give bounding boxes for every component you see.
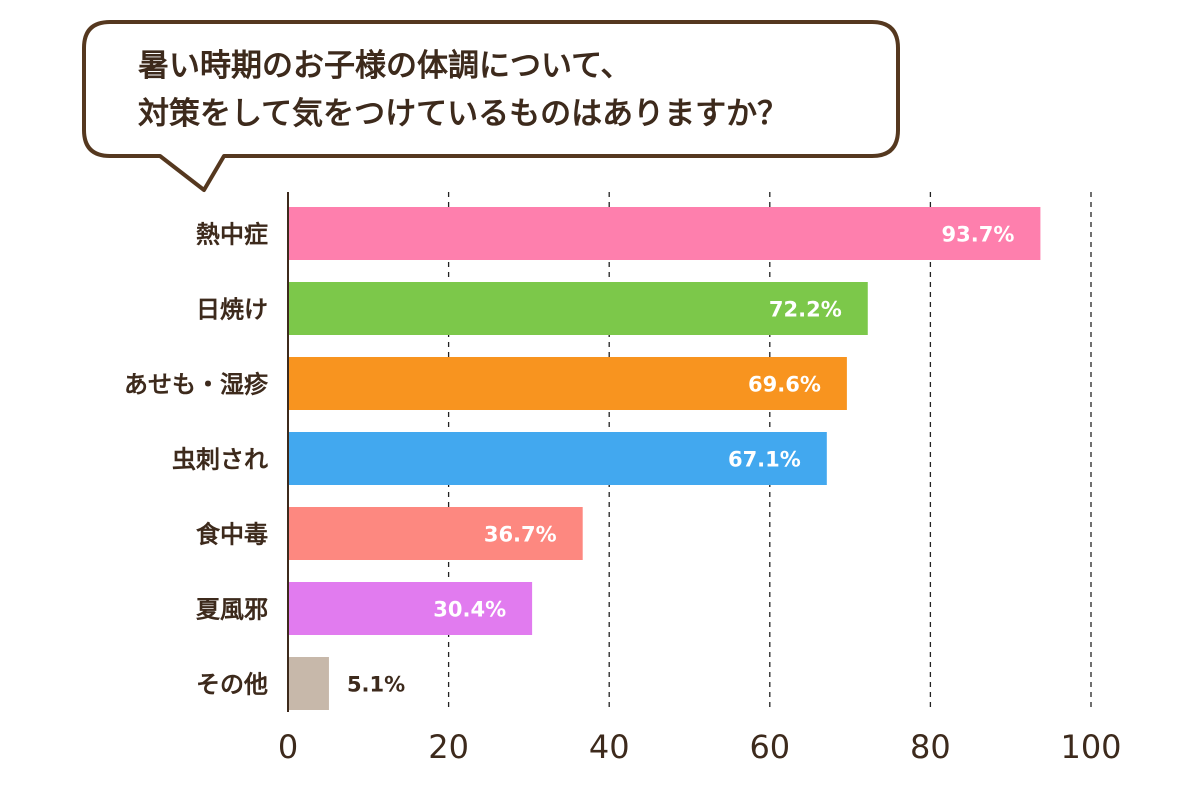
data-label: 36.7%: [484, 523, 557, 547]
speech-bubble-shape: [82, 20, 900, 192]
data-label: 72.2%: [769, 298, 842, 322]
data-label: 30.4%: [433, 598, 506, 622]
category-label: 日焼け: [196, 296, 268, 324]
question-line-1: 暑い時期のお子様の体調について、: [138, 48, 632, 84]
x-tick-label: 100: [1060, 728, 1121, 766]
bar: [288, 582, 533, 635]
data-label: 67.1%: [728, 448, 801, 472]
bar: [288, 507, 583, 560]
category-label: 虫刺され: [172, 446, 268, 474]
data-label: 5.1%: [347, 673, 405, 697]
bar: [288, 282, 868, 335]
bar: [288, 357, 847, 410]
x-tick-label: 60: [749, 728, 790, 766]
category-label: あせも・湿疹: [124, 371, 269, 399]
bar: [288, 207, 1041, 260]
x-tick-label: 0: [278, 728, 298, 766]
bar: [288, 432, 827, 485]
category-label: その他: [196, 671, 268, 699]
data-label: 69.6%: [748, 373, 821, 397]
question-speech-bubble: 暑い時期のお子様の体調について、 対策をして気をつけているものはありますか？: [82, 20, 900, 192]
bar: [288, 657, 329, 710]
category-label: 熱中症: [196, 221, 268, 249]
category-label: 夏風邪: [196, 596, 268, 624]
x-tick-label: 20: [428, 728, 469, 766]
x-tick-label: 80: [910, 728, 951, 766]
data-label: 93.7%: [942, 223, 1015, 247]
bars: [288, 207, 1041, 710]
question-line-2: 対策をして気をつけているものはありますか？: [138, 96, 788, 132]
category-label: 食中毒: [196, 521, 268, 549]
labels: 熱中症 93.7% 日焼け 72.2% あせも・湿疹 69.6% 虫刺され 67.1% 食中毒 3…: [124, 221, 1122, 767]
x-tick-label: 40: [589, 728, 630, 766]
